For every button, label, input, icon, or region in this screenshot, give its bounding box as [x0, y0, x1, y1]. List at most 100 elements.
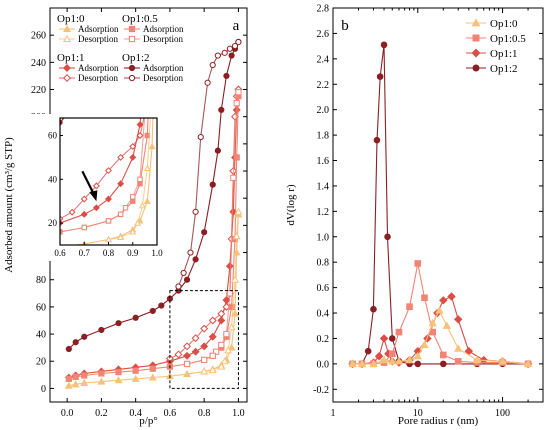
data-point: [68, 208, 76, 216]
data-point: [220, 357, 229, 365]
inset-y-tick-label: 60: [48, 131, 58, 141]
series-line-5: [60, 118, 145, 220]
inset-x-tick-label: 1.0: [151, 248, 163, 258]
data-point: [227, 343, 236, 351]
data-point: [137, 176, 143, 183]
data-point: [136, 132, 144, 139]
y-tick-label-a: 220: [31, 85, 46, 96]
legend-item-label: Desorption: [78, 34, 118, 44]
data-point: [114, 376, 123, 384]
legend-marker: [471, 18, 481, 27]
data-point: [413, 351, 422, 360]
series-5: [60, 118, 145, 223]
data-point: [227, 323, 236, 331]
data-point: [60, 229, 63, 235]
data-point: [232, 232, 241, 240]
y-tick-label-b: 0.8: [317, 258, 330, 269]
data-point: [218, 106, 225, 113]
series-1: [105, 118, 152, 243]
data-point: [183, 276, 191, 283]
data-point: [420, 340, 429, 348]
x-tick-label-a: 0.8: [198, 408, 211, 419]
y-tick-label-b: 1.4: [317, 181, 330, 192]
data-point: [94, 57, 98, 61]
data-point: [200, 342, 209, 351]
series-7: [175, 38, 242, 290]
series-0: [64, 210, 243, 389]
legend-marker: [128, 35, 136, 43]
data-point: [364, 347, 372, 355]
y-tick-label-a: 20: [36, 357, 46, 368]
data-point: [70, 100, 74, 104]
data-point: [231, 309, 239, 317]
y-axis-label-a: Adsorbed amount (cm³/g STP): [3, 137, 15, 273]
series-line-7: [177, 41, 239, 287]
data-point: [374, 352, 384, 361]
data-point: [132, 367, 139, 374]
data-point: [65, 345, 72, 353]
legend-b: Op1:0 Op1:0.5 Op1:1 Op1:2: [466, 18, 526, 75]
data-point: [122, 205, 129, 211]
data-point: [414, 360, 422, 368]
legend-item-label: Op1:2: [490, 63, 518, 75]
data-point: [183, 360, 191, 368]
legend-item-label: Adsorption: [143, 63, 184, 73]
data-point: [379, 334, 389, 343]
y-tick-label-b: 1.0: [317, 232, 330, 243]
data-point: [80, 378, 89, 386]
data-point: [209, 61, 216, 69]
data-point: [149, 307, 156, 315]
data-point: [192, 256, 199, 263]
data-point: [209, 352, 216, 359]
data-point: [214, 52, 221, 59]
data-point: [71, 380, 80, 388]
data-point: [130, 194, 136, 200]
data-point: [117, 180, 125, 188]
series-line-3: [352, 44, 529, 365]
data-point: [129, 228, 137, 235]
data-point: [429, 328, 437, 336]
data-point: [439, 296, 448, 305]
data-point: [454, 344, 463, 352]
x-tick-label-b: 10: [413, 408, 423, 419]
inset-plot: 0.6 0.7 0.8 0.9 1.0 20 40 60: [30, 46, 163, 261]
data-point: [183, 342, 192, 351]
data-point: [183, 351, 192, 360]
data-point: [183, 369, 192, 378]
data-point: [388, 356, 397, 365]
zoom-box: [169, 290, 239, 389]
series-4: [60, 118, 144, 227]
data-point: [395, 328, 403, 336]
data-point: [232, 248, 241, 256]
legend-item-label: Op1:0: [490, 18, 518, 30]
data-point: [228, 52, 235, 59]
data-point: [428, 318, 437, 327]
y-tick-label-a: 40: [36, 330, 46, 341]
legend-marker: [472, 34, 480, 42]
x-tick-label-a: 0.0: [61, 408, 74, 419]
data-point: [370, 305, 377, 313]
data-point: [129, 143, 137, 150]
data-point: [379, 355, 389, 364]
data-point: [230, 174, 237, 181]
data-point: [421, 294, 428, 302]
data-point: [523, 359, 533, 368]
data-point: [348, 359, 357, 368]
panel-b: 1 10 100 -0.2 0.0 0.2 0.4 0.6 0.8 1.0 1.2 1.4 1.6 1.8…: [285, 4, 544, 427]
data-point: [174, 350, 183, 359]
data-point: [208, 332, 217, 341]
data-point: [388, 350, 396, 358]
data-point: [115, 369, 122, 376]
y-tick-label-a: 240: [31, 58, 46, 69]
y-tick-label-a: 80: [36, 275, 46, 286]
legend-group-title: Op1:1: [57, 52, 85, 64]
data-point: [97, 377, 106, 385]
data-point: [92, 204, 100, 212]
data-point: [439, 360, 447, 368]
data-point: [87, 46, 91, 50]
data-point: [384, 233, 391, 241]
data-point: [225, 262, 234, 271]
panel-a: 0.00.20.40.60.81.00204060801001201401601…: [3, 7, 248, 427]
data-point: [214, 147, 221, 154]
